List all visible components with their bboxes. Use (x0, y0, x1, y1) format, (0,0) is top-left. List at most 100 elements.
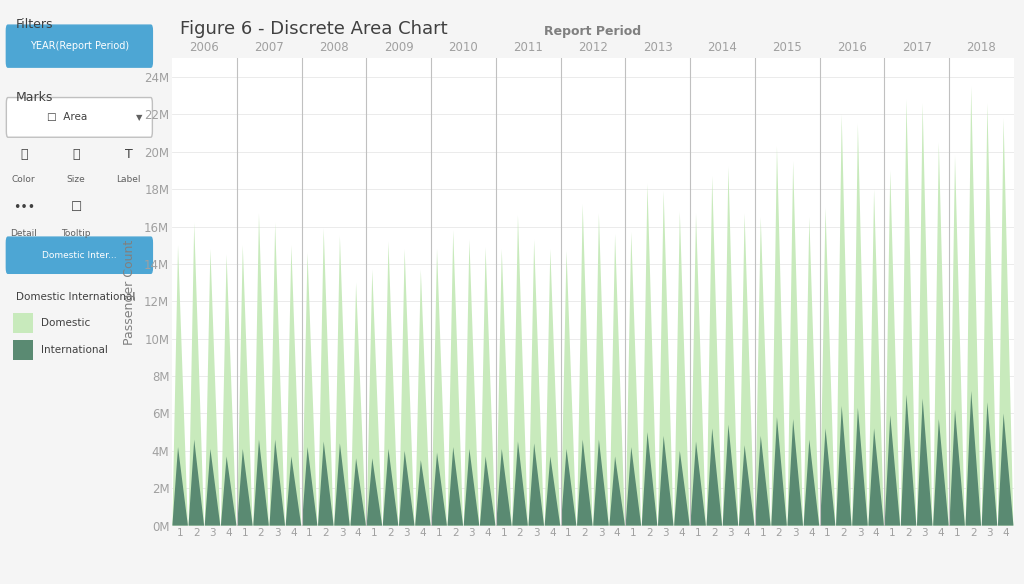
Polygon shape (464, 449, 479, 526)
Polygon shape (496, 249, 512, 526)
Polygon shape (690, 214, 706, 526)
Text: Domestic: Domestic (41, 318, 90, 328)
Polygon shape (415, 270, 431, 526)
Polygon shape (188, 223, 204, 526)
Text: Label: Label (117, 175, 141, 184)
Polygon shape (512, 215, 527, 526)
Polygon shape (172, 245, 187, 526)
FancyBboxPatch shape (6, 237, 153, 273)
Polygon shape (916, 398, 933, 526)
Polygon shape (238, 449, 253, 526)
Polygon shape (545, 457, 560, 526)
Polygon shape (302, 253, 317, 526)
Polygon shape (221, 255, 237, 526)
Polygon shape (901, 395, 916, 526)
Polygon shape (528, 443, 544, 526)
Polygon shape (674, 451, 690, 526)
Polygon shape (949, 155, 965, 526)
Polygon shape (399, 249, 415, 526)
Polygon shape (334, 443, 350, 526)
Polygon shape (399, 451, 415, 526)
Y-axis label: Passenger Count: Passenger Count (123, 239, 136, 345)
Polygon shape (836, 114, 852, 526)
Polygon shape (528, 239, 544, 526)
Text: Figure 6 - Discrete Area Chart: Figure 6 - Discrete Area Chart (180, 20, 447, 39)
Polygon shape (982, 103, 997, 526)
Polygon shape (885, 171, 900, 526)
Polygon shape (707, 429, 722, 526)
Polygon shape (755, 436, 771, 526)
Polygon shape (868, 189, 884, 526)
Polygon shape (447, 447, 463, 526)
Polygon shape (512, 442, 527, 526)
Polygon shape (383, 242, 398, 526)
Polygon shape (545, 249, 560, 526)
Text: Filters: Filters (16, 18, 53, 30)
Polygon shape (755, 217, 771, 526)
Text: □  Area: □ Area (46, 112, 87, 123)
Polygon shape (269, 223, 285, 526)
Polygon shape (982, 402, 997, 526)
Polygon shape (658, 436, 674, 526)
Polygon shape (431, 249, 446, 526)
Polygon shape (447, 230, 463, 526)
FancyBboxPatch shape (6, 25, 153, 67)
Polygon shape (966, 86, 981, 526)
Polygon shape (771, 146, 786, 526)
Polygon shape (626, 447, 641, 526)
Polygon shape (739, 445, 755, 526)
Text: Domestic Inter...: Domestic Inter... (42, 251, 117, 260)
Polygon shape (739, 214, 755, 526)
Polygon shape (626, 232, 641, 526)
Polygon shape (367, 270, 382, 526)
Polygon shape (852, 124, 867, 526)
Text: International: International (41, 345, 109, 355)
Bar (12, 340, 34, 360)
Text: •••: ••• (12, 201, 35, 214)
Text: YEAR(Report Period): YEAR(Report Period) (30, 41, 129, 51)
Polygon shape (820, 429, 836, 526)
Text: Detail: Detail (10, 229, 37, 238)
Polygon shape (334, 236, 350, 526)
Polygon shape (933, 142, 948, 526)
Polygon shape (205, 449, 220, 526)
Polygon shape (771, 417, 786, 526)
Polygon shape (578, 204, 593, 526)
Text: ⬛: ⬛ (73, 148, 80, 161)
X-axis label: Report Period: Report Period (545, 25, 641, 38)
Polygon shape (949, 410, 965, 526)
Polygon shape (916, 103, 933, 526)
Polygon shape (350, 283, 366, 526)
Polygon shape (804, 217, 819, 526)
Polygon shape (480, 247, 496, 526)
Text: ▼: ▼ (136, 113, 143, 122)
Polygon shape (609, 457, 625, 526)
Polygon shape (286, 245, 301, 526)
Polygon shape (367, 458, 382, 526)
Text: Tooltip: Tooltip (61, 229, 91, 238)
Text: Marks: Marks (16, 91, 53, 103)
Polygon shape (804, 440, 819, 526)
Polygon shape (269, 440, 285, 526)
Polygon shape (172, 447, 187, 526)
Polygon shape (205, 249, 220, 526)
Text: 🎨: 🎨 (20, 148, 28, 161)
Polygon shape (253, 440, 269, 526)
Polygon shape (561, 251, 577, 526)
Polygon shape (561, 449, 577, 526)
Polygon shape (998, 413, 1014, 526)
Polygon shape (350, 458, 366, 526)
Polygon shape (658, 191, 674, 526)
Polygon shape (383, 449, 398, 526)
Polygon shape (318, 442, 334, 526)
Polygon shape (998, 118, 1014, 526)
Polygon shape (901, 99, 916, 526)
Polygon shape (885, 415, 900, 526)
Polygon shape (787, 419, 803, 526)
Polygon shape (820, 208, 836, 526)
Polygon shape (286, 457, 301, 526)
FancyBboxPatch shape (6, 98, 153, 137)
Polygon shape (852, 408, 867, 526)
Polygon shape (966, 391, 981, 526)
Polygon shape (690, 442, 706, 526)
